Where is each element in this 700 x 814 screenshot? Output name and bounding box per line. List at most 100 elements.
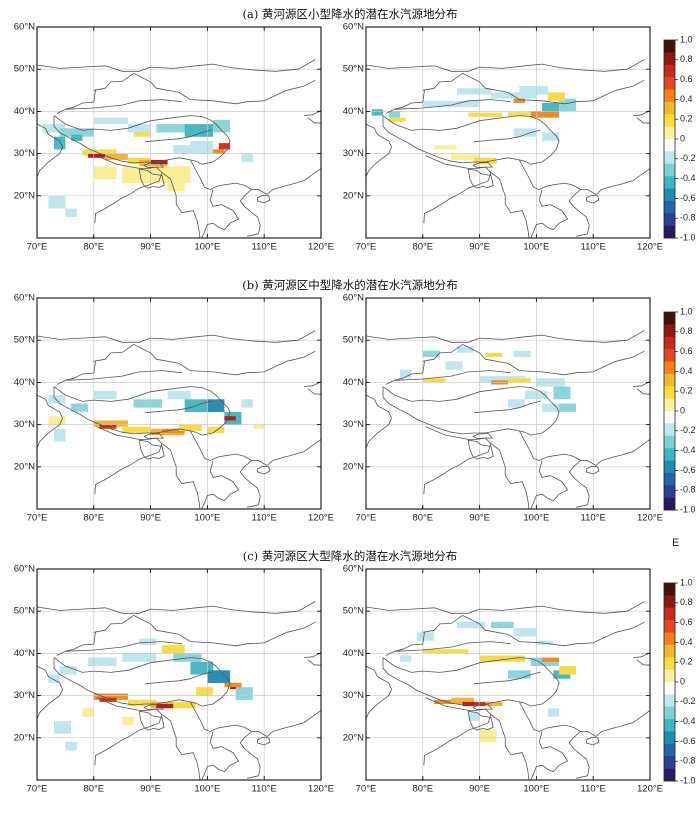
field-cell	[224, 682, 242, 688]
field-cell	[479, 376, 525, 383]
field-cell	[559, 403, 577, 412]
lat-tick-label: 30°N	[14, 419, 35, 430]
lon-tick-label: 70°E	[27, 513, 48, 524]
colorbar-swatch	[664, 448, 675, 461]
lon-tick-label: 90°E	[469, 513, 490, 524]
colorbar-swatch	[664, 644, 675, 658]
lon-tick-label: 110°E	[581, 242, 606, 253]
field-cell	[508, 399, 525, 408]
field-cell	[173, 145, 191, 154]
country-boundaries	[365, 59, 651, 239]
field-cell	[519, 86, 548, 95]
colorbar-swatch	[664, 583, 675, 596]
colorbar-tick-label: 0.8	[680, 326, 693, 336]
colorbar-tick-label: 0.4	[680, 637, 693, 647]
colorbar-swatch	[664, 361, 675, 375]
colorbar-tick-label: -0.6	[680, 193, 696, 203]
colorbar-tick-label: 0.6	[680, 346, 693, 356]
field-cell	[456, 346, 474, 353]
colorbar-tick-label: 0.2	[680, 657, 693, 667]
field-cell	[99, 697, 117, 702]
colorbar-swatch	[664, 176, 675, 189]
colorbar-tick-label: 0.8	[680, 597, 693, 607]
lat-tick-label: 30°N	[343, 419, 364, 430]
lat-tick-label: 60°N	[343, 22, 364, 33]
field-cell	[422, 350, 440, 358]
lat-tick-label: 20°N	[343, 461, 364, 472]
axis-ticks	[365, 568, 651, 780]
lon-tick-label: 90°E	[469, 242, 490, 253]
colorbar-tick-label: 1.0	[680, 306, 693, 316]
colorbar-tick-label: -0.4	[680, 716, 696, 726]
lat-tick-label: 60°N	[14, 564, 35, 575]
field-cell	[82, 708, 94, 717]
field-cell	[59, 128, 94, 137]
colorbar-swatch	[664, 595, 675, 609]
colorbar-tick-label: -0.2	[680, 696, 696, 706]
field-cell	[207, 399, 225, 412]
colorbar-tick-label: 0.4	[680, 366, 693, 376]
field-cell	[252, 424, 265, 429]
panel-frame	[36, 297, 322, 510]
lon-tick-label: 100°E	[194, 513, 220, 524]
lon-tick-label: 100°E	[523, 242, 549, 253]
lon-tick-label: 90°E	[140, 784, 161, 795]
lon-tick-label: 110°E	[252, 513, 277, 524]
lat-tick-label: 30°N	[14, 690, 35, 701]
colorbar-swatch	[664, 126, 675, 140]
field-cell	[99, 424, 117, 429]
field-cell	[54, 720, 71, 734]
lat-tick-label: 60°N	[343, 564, 364, 575]
field-cell	[207, 426, 225, 433]
lat-tick-label: 20°N	[343, 190, 364, 201]
field-cell	[122, 426, 151, 433]
lon-tick-label: 110°E	[252, 242, 277, 253]
lon-tick-label: 70°E	[356, 513, 377, 524]
axis-ticks	[36, 26, 322, 238]
field-cell	[559, 98, 577, 112]
colorbar-swatch	[664, 398, 675, 412]
field-cell	[93, 166, 117, 179]
colorbar-swatch	[664, 485, 675, 498]
row-b-title: (b) 黄河源区中型降水的潜在水汽源地分布	[242, 278, 458, 292]
field-cell	[542, 657, 560, 662]
lat-tick-label: 20°N	[343, 732, 364, 743]
colorbar-swatch	[664, 756, 675, 769]
field-cell	[508, 670, 531, 679]
field-cell	[491, 621, 514, 629]
field-cell	[150, 159, 168, 165]
colorbar-tick-label: 0.2	[680, 386, 693, 396]
colorbar-tick-label: 0.6	[680, 74, 693, 84]
colorbar-tick-label: -0.6	[680, 736, 696, 746]
lon-tick-label: 110°E	[581, 784, 606, 795]
lat-tick-label: 60°N	[343, 293, 364, 304]
lat-tick-label: 30°N	[343, 148, 364, 159]
field-cell	[473, 157, 497, 165]
colorbar-tick-label: -0.2	[680, 425, 696, 435]
lon-tick-label: 90°E	[469, 784, 490, 795]
lon-tick-label: 120°E	[637, 784, 663, 795]
country-boundaries	[36, 330, 322, 510]
graticule	[37, 569, 321, 780]
field-cell	[422, 378, 446, 383]
lat-tick-label: 40°N	[343, 648, 364, 659]
country-boundaries	[36, 59, 322, 239]
field-cell	[434, 145, 457, 150]
map-panel-a-left: 70°E 80°E 90°E 100°E 110°E 120°E 60°N 50°N 40°N 3…	[14, 22, 334, 253]
field-cell	[88, 657, 117, 666]
map-panel-c-right: 70°E 80°E 90°E 100°E 110°E 120°E 60°N 50°N 40°N 3…	[343, 564, 663, 795]
field-cell	[213, 149, 225, 154]
colorbar-swatch	[664, 719, 675, 732]
colorbar-swatch	[664, 151, 675, 165]
lat-tick-label: 50°N	[343, 606, 364, 617]
lon-tick-label: 120°E	[308, 784, 334, 795]
colorbar-swatch	[664, 163, 675, 177]
colorbar-swatch	[664, 423, 675, 437]
field-cell	[133, 399, 162, 408]
field-cell	[48, 416, 66, 425]
panel-frame	[36, 26, 322, 239]
field-cell	[559, 666, 577, 675]
colorbar-b: 1.0 0.8 0.6 0.4 0.2 0 -0.2 -0.4 -0.6 -0.8 -1.0	[663, 306, 696, 514]
country-boundaries	[365, 601, 651, 781]
lon-tick-label: 120°E	[637, 242, 663, 253]
